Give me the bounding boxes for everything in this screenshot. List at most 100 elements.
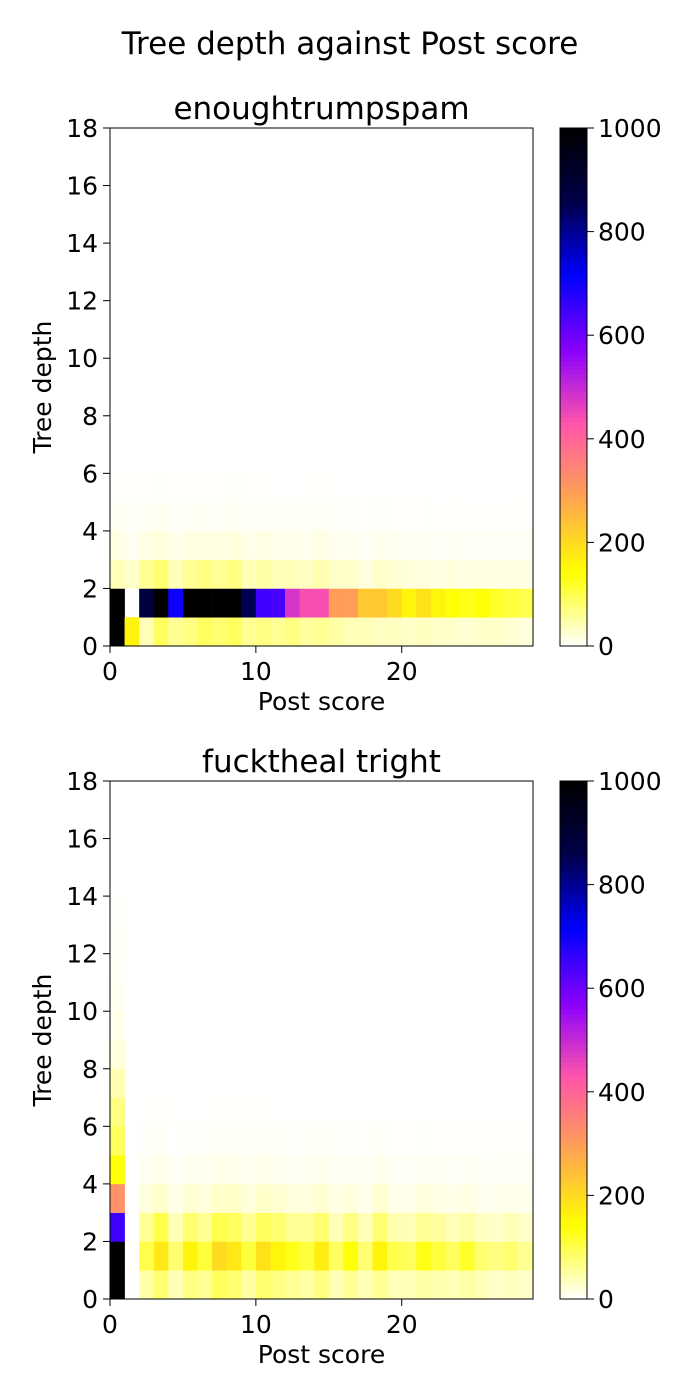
colorbar-segment [560,244,587,250]
heatmap-cell [328,559,344,589]
colorbar-tick-label: 200 [598,528,646,557]
y-tick-label: 16 [66,172,98,201]
colorbar-segment [560,1221,587,1227]
colorbar-segment [560,447,587,453]
heatmap-cell [110,1068,125,1098]
colorbar-segment [560,615,587,621]
colorbar-segment [560,1035,587,1041]
heatmap-cell [328,1068,344,1098]
heatmap-cell [401,1212,417,1242]
colorbar-segment [560,1001,587,1006]
colorbar-segment [560,175,587,181]
colorbar-segment [560,863,587,868]
heatmap-cell [357,530,373,560]
colorbar-segment [560,184,587,189]
heatmap-cell [110,588,125,618]
heatmap-cell [460,588,475,618]
colorbar-tick-label: 0 [598,632,614,661]
heatmap-cell [387,1241,403,1271]
colorbar-segment [560,430,587,435]
y-tick-label: 14 [66,882,98,911]
heatmap-cell [110,924,125,954]
colorbar-segment [560,158,587,163]
colorbar-segment [560,330,587,336]
heatmap-cell [212,502,227,532]
colorbar-segment [560,888,587,894]
heatmap-cell [474,1212,490,1242]
colorbar-segment [560,611,587,617]
heatmap-cell [153,1241,169,1271]
heatmap-cell [270,1068,286,1098]
colorbar-segment [560,1286,587,1291]
heatmap-cell [445,530,461,560]
heatmap-cell [241,1155,257,1185]
heatmap-cell [445,1212,461,1242]
colorbar-segment [560,1195,587,1201]
heatmap-cell [241,1241,257,1271]
colorbar-segment [560,949,587,955]
heatmap-cell [285,1126,300,1156]
heatmap-cell [212,1097,227,1127]
heatmap-cell [401,1097,417,1127]
heatmap-cell [503,1183,519,1213]
y-tick-label: 4 [82,517,98,546]
colorbar-segment [560,1229,587,1235]
heatmap-cell [197,1241,213,1271]
colorbar-segment [560,975,587,980]
heatmap-cell [416,1126,432,1156]
heatmap-cell [153,588,169,618]
heatmap-cell [182,559,198,589]
heatmap-cell [372,1183,388,1213]
colorbar-segment [560,166,587,172]
heatmap-cell [212,1270,227,1300]
colorbar-segment [560,585,587,591]
heatmap-cell [255,1097,271,1127]
heatmap-cell [328,1241,344,1271]
colorbar-segment [560,443,587,448]
colorbar-segment [560,153,587,159]
heatmap-cell [241,1126,257,1156]
heatmap-cell [328,1126,344,1156]
colorbar-segment [560,996,587,1002]
heatmap-cell [299,1183,315,1213]
heatmap-cell [401,1241,417,1271]
heatmap-cell [343,1097,359,1127]
colorbar-segment [560,261,587,267]
heatmap-cell [343,588,359,618]
heatmap-cell [430,1126,446,1156]
colorbar-segment [560,279,587,284]
heatmap-cell [241,530,257,560]
heatmap-cell [503,1241,519,1271]
heatmap-cell [343,530,359,560]
heatmap-cell [226,502,242,532]
heatmap-cell [416,1270,432,1300]
heatmap-cell [110,1241,125,1271]
colorbar-segment [560,893,587,898]
colorbar-segment [560,525,587,530]
x-tick-label: 10 [240,1310,272,1339]
heatmap-cell [182,1183,198,1213]
heatmap-cell [241,444,257,474]
heatmap-cell [139,502,155,532]
colorbar-segment [560,1143,587,1149]
heatmap-cell [168,588,184,618]
heatmap-cell [139,1212,155,1242]
colorbar-segment [560,1216,587,1222]
axes-frame [109,780,534,1300]
y-tick-label: 12 [66,287,98,316]
heatmap-cell [489,588,505,618]
colorbar-segment [560,507,587,513]
colorbar-segment [560,832,587,838]
heatmap-cell [197,1270,213,1300]
axes-frame [109,127,534,647]
colorbar-segment [560,962,587,968]
colorbar-segment [560,287,587,293]
heatmap-cell [197,502,213,532]
figure-suptitle: Tree depth against Post score [121,26,579,62]
heatmap-cell [430,502,446,532]
colorbar-segment [560,1087,587,1093]
heatmap-cell [328,444,344,474]
heatmap-cell [474,1155,490,1185]
colorbar-segment [560,473,587,479]
heatmap-cell [182,1241,198,1271]
